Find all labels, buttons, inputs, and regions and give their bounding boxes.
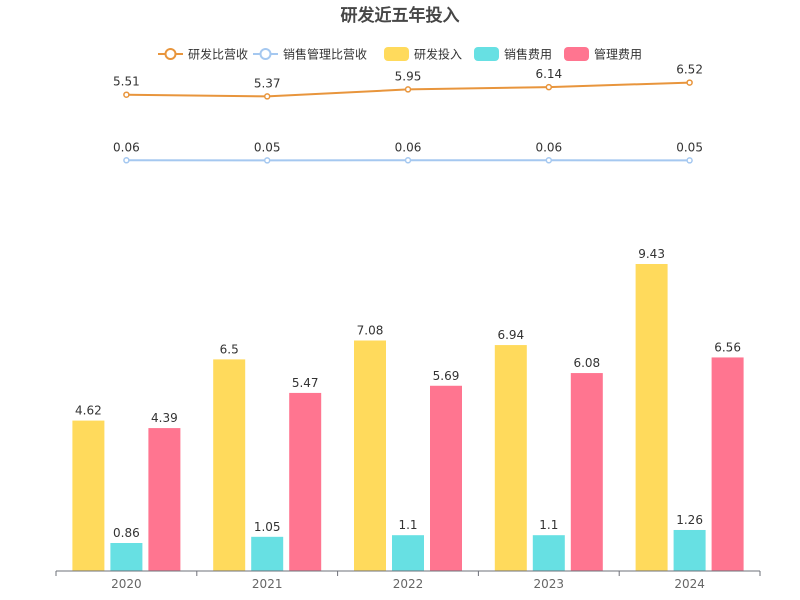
bar[interactable] <box>110 543 143 571</box>
legend-item-2[interactable]: 销售管理比营收 <box>253 47 367 62</box>
line-data-label: 6.14 <box>535 67 562 81</box>
bar-data-label: 4.62 <box>75 404 102 418</box>
legend[interactable]: 研发比营收 销售管理比营收 研发投入 销售费用 管理费用 <box>158 47 642 62</box>
bar[interactable] <box>532 535 565 571</box>
x-tick-label: 2021 <box>252 577 283 591</box>
bar-data-label: 6.56 <box>714 340 741 354</box>
line-point <box>686 79 693 86</box>
x-tick-label: 2022 <box>393 577 424 591</box>
bar-data-label: 5.69 <box>433 369 460 383</box>
legend-item-1[interactable]: 研发比营收 <box>158 47 248 62</box>
legend-label: 销售费用 <box>504 47 552 62</box>
line-series-1: 5.51 5.37 5.95 6.14 6.52 <box>113 63 703 100</box>
line-data-label: 6.52 <box>676 63 703 77</box>
bar[interactable] <box>251 536 284 571</box>
line-point <box>263 157 271 164</box>
chart-title: 研发近五年投入 <box>341 5 460 26</box>
bar-data-label: 1.26 <box>676 513 703 527</box>
bar[interactable] <box>673 529 706 571</box>
line-point <box>263 93 271 100</box>
bar-data-label: 4.39 <box>151 411 178 425</box>
legend-label: 研发比营收 <box>188 47 248 62</box>
legend-swatch <box>384 47 409 61</box>
bar-data-label: 6.08 <box>573 356 600 370</box>
bar-data-label: 9.43 <box>638 247 665 261</box>
bar[interactable] <box>494 345 527 571</box>
line-series-2: 0.06 0.05 0.06 0.06 0.05 <box>113 140 703 164</box>
line-point <box>123 91 130 98</box>
bar-series-3: 4.39 5.47 5.69 6.08 6.56 <box>148 340 744 571</box>
bar-data-label: 0.86 <box>113 526 140 540</box>
bar-data-label: 7.08 <box>357 324 384 338</box>
line-point <box>545 157 553 164</box>
line-data-label: 5.51 <box>113 75 140 89</box>
legend-label: 销售管理比营收 <box>283 47 367 62</box>
line-point <box>123 157 130 164</box>
bar[interactable] <box>570 373 603 571</box>
bar[interactable] <box>635 264 668 571</box>
line-data-label: 0.05 <box>676 140 703 154</box>
line-point <box>404 157 412 164</box>
bar[interactable] <box>213 359 246 571</box>
bar-data-label: 1.05 <box>254 520 281 534</box>
legend-label: 管理费用 <box>594 47 642 62</box>
bar-series-1: 4.62 6.5 7.08 6.94 9.43 <box>72 247 668 571</box>
bar[interactable] <box>392 535 424 571</box>
line-point <box>545 83 553 91</box>
legend-item-4[interactable]: 销售费用 <box>474 47 552 62</box>
x-axis: 2020 2021 2022 2023 2024 <box>55 570 761 591</box>
legend-circle-marker <box>259 48 272 60</box>
line-data-label: 5.37 <box>254 76 281 90</box>
line-data-label: 0.06 <box>395 140 422 154</box>
bar[interactable] <box>711 357 744 571</box>
legend-circle-marker <box>164 48 177 60</box>
bar-data-label: 6.5 <box>220 342 239 356</box>
bar-data-label: 1.1 <box>539 518 558 532</box>
legend-label: 研发投入 <box>414 47 462 62</box>
bar[interactable] <box>289 392 322 571</box>
bar-data-label: 6.94 <box>497 328 524 342</box>
line-data-label: 0.06 <box>113 140 140 154</box>
x-tick-label: 2020 <box>111 577 142 591</box>
bar-series-2: 0.86 1.05 1.1 1.1 1.26 <box>110 513 706 571</box>
bar[interactable] <box>72 420 105 571</box>
line-data-label: 0.05 <box>254 140 281 154</box>
legend-swatch <box>474 47 499 61</box>
line-data-label: 0.06 <box>535 140 562 154</box>
line-series-group: 5.51 5.37 5.95 6.14 6.52 0.06 0.05 0.06 0.06 0.05 <box>113 63 703 164</box>
x-tick-label: 2024 <box>674 577 705 591</box>
bar[interactable] <box>430 385 462 571</box>
line-point <box>404 86 412 93</box>
bar-data-label: 5.47 <box>292 376 319 390</box>
legend-swatch <box>564 47 589 61</box>
line-data-label: 5.95 <box>395 69 422 83</box>
bar[interactable] <box>148 428 181 571</box>
bar-series-group: 4.626.57.08 6.949.430.86 1.05 1.1 1.1 1.264.3… <box>72 247 744 571</box>
legend-item-5[interactable]: 管理费用 <box>564 47 642 62</box>
x-tick-label: 2023 <box>534 577 565 591</box>
bar[interactable] <box>354 340 386 571</box>
line-point <box>686 157 693 164</box>
legend-item-3[interactable]: 研发投入 <box>384 47 462 62</box>
bar-data-label: 1.1 <box>398 518 417 532</box>
